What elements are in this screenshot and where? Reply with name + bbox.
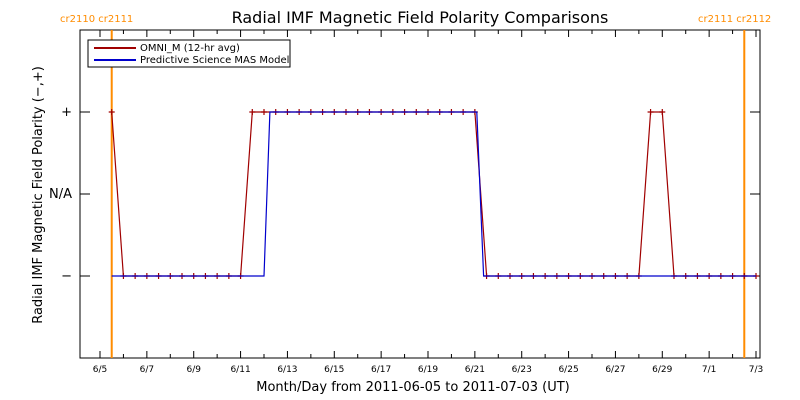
x-axis: 6/5 6/7 6/9 6/11 6/13 6/15 6/17 6/19 6/21 6/23 6/2… — [93, 30, 763, 375]
x-tick-label: 6/25 — [558, 365, 578, 375]
y-axis-label: Radial IMF Magnetic Field Polarity (−,+) — [31, 66, 46, 324]
x-tick-label: 6/17 — [371, 365, 391, 375]
x-tick-label: 6/7 — [140, 365, 154, 375]
x-tick-label: 6/19 — [418, 365, 438, 375]
series-line-omni — [111, 111, 756, 277]
plot-area — [79, 29, 761, 359]
chart-title: Radial IMF Magnetic Field Polarity Compa… — [232, 8, 609, 27]
carrington-label-right: cr2111 cr2112 — [698, 14, 771, 25]
x-tick-label: 7/3 — [749, 365, 763, 375]
x-tick-label: 6/9 — [186, 365, 201, 375]
carrington-label-left: cr2110 cr2111 — [60, 14, 133, 25]
x-tick-label: 6/27 — [605, 365, 625, 375]
data-point-omni — [647, 109, 654, 115]
x-tick-label: 6/21 — [465, 365, 485, 375]
legend-label-mas: Predictive Science MAS Model — [140, 55, 289, 66]
data-point-omni — [108, 109, 115, 115]
y-tick-label: N/A — [49, 187, 72, 202]
x-tick-label: 6/13 — [277, 365, 297, 375]
carrington-lines — [110, 30, 746, 358]
legend-box — [87, 39, 291, 68]
y-tick-label: − — [61, 269, 72, 284]
data-point-omni — [249, 109, 256, 115]
series-layer — [108, 109, 759, 279]
x-tick-label: 6/5 — [93, 365, 107, 375]
x-tick-label: 6/15 — [324, 365, 344, 375]
data-point-omni — [659, 109, 666, 115]
y-tick-label: + — [61, 105, 72, 120]
legend-label-omni: OMNI_M (12-hr avg) — [140, 43, 240, 54]
series-line-mas — [111, 111, 756, 277]
x-axis-label: Month/Day from 2011-06-05 to 2011-07-03 … — [256, 380, 569, 395]
data-point-omni — [261, 109, 267, 115]
x-tick-label: 7/1 — [702, 365, 716, 375]
x-tick-label: 6/23 — [512, 365, 532, 375]
y-axis: + N/A − — [49, 105, 760, 284]
x-tick-label: 6/29 — [652, 365, 672, 375]
x-tick-label: 6/11 — [230, 365, 250, 375]
legend: OMNI_M (12-hr avg) Predictive Science MA… — [87, 39, 291, 68]
